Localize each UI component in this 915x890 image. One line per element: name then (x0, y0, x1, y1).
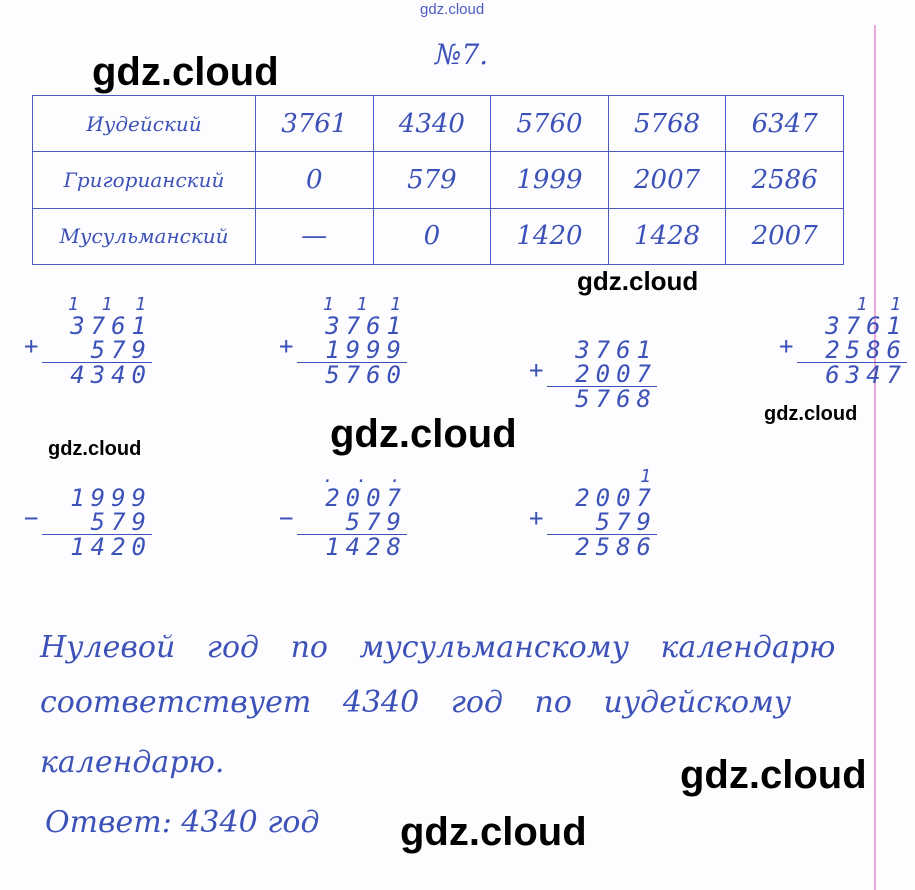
operator-sign: − (279, 504, 300, 532)
operator-sign: + (529, 356, 550, 384)
operator-sign: + (24, 332, 45, 360)
cell: 1999 (490, 151, 609, 209)
carry-digits: . . . (322, 466, 407, 487)
table-row: Мусульманский — 0 1420 1428 2007 (32, 207, 844, 266)
column-calculation: 1 +2007 579 2586 (529, 466, 657, 559)
cell: — (255, 207, 374, 266)
cell: 2007 (607, 151, 727, 209)
operator-sign: − (24, 504, 45, 532)
cell: 2586 (725, 151, 844, 209)
column-calculation: +3761 2007 5768 (529, 320, 657, 411)
carry-digits: 1 1 1 (67, 294, 152, 315)
cell: 579 (372, 151, 492, 209)
watermark: gdz.cloud (92, 50, 279, 94)
result: 2586 (547, 534, 657, 559)
result: 4340 (42, 362, 152, 387)
operand: 1999 (325, 336, 407, 364)
operator-sign: + (279, 332, 300, 360)
carry-digits: 1 (640, 466, 657, 487)
operand: 2007 (575, 360, 657, 388)
table-row: Иудейский 3761 4340 5760 5768 6347 (32, 94, 844, 153)
cell: 5768 (607, 94, 727, 153)
cell: 2007 (725, 207, 844, 266)
operand: 3761 (825, 312, 907, 340)
result: 5760 (297, 362, 407, 387)
operator-sign: + (529, 504, 550, 532)
cell: 4340 (372, 94, 492, 153)
operand: 579 (595, 508, 657, 536)
carry-digits: 1 1 1 (322, 294, 407, 315)
watermark: gdz.cloud (48, 438, 142, 460)
watermark: gdz.cloud (420, 1, 485, 18)
column-calculation: 1 1 +3761 2586 6347 (779, 294, 907, 387)
operand: 579 (90, 508, 152, 536)
cell: 1428 (607, 207, 727, 266)
carry-digits: 1 1 (856, 294, 907, 315)
margin-line (874, 25, 876, 890)
cell: 5760 (490, 94, 609, 153)
result: 1420 (42, 534, 152, 559)
text-line: Нулевой год по мусульманскому календарю (40, 630, 836, 665)
operand: 579 (90, 336, 152, 364)
cell: 0 (372, 207, 492, 266)
watermark: gdz.cloud (400, 810, 587, 854)
column-calculation: 1 1 1 +3761 1999 5760 (279, 294, 407, 387)
operand: 3761 (575, 336, 657, 364)
cell: 0 (255, 151, 374, 209)
operand: 2586 (825, 336, 907, 364)
watermark: gdz.cloud (764, 403, 858, 425)
result: 5768 (547, 386, 657, 411)
column-calculation: −1999 579 1420 (24, 468, 152, 559)
answer: Ответ: 4340 год (45, 805, 320, 840)
operand: 2007 (575, 484, 657, 512)
cell: 3761 (255, 94, 374, 153)
cell: 1420 (490, 207, 609, 266)
text-line: соответствует 4340 год по иудейскому (40, 685, 792, 720)
task-number: №7. (435, 38, 489, 71)
column-calculation: . . . −2007 579 1428 (279, 466, 407, 559)
row-label: Мусульманский (32, 207, 256, 266)
cell: 6347 (725, 94, 844, 153)
operand: 1999 (70, 484, 152, 512)
operand: 3761 (325, 312, 407, 340)
column-calculation: 1 1 1 +3761 579 4340 (24, 294, 152, 387)
operand: 3761 (70, 312, 152, 340)
watermark: gdz.cloud (577, 266, 699, 296)
result: 1428 (297, 534, 407, 559)
operator-sign: + (779, 332, 800, 360)
watermark: gdz.cloud (680, 753, 867, 797)
row-label: Иудейский (32, 94, 256, 153)
operand: 579 (345, 508, 407, 536)
table-row: Григорианский 0 579 1999 2007 2586 (32, 151, 844, 209)
text-line: календарю. (40, 745, 225, 780)
result: 6347 (797, 362, 907, 387)
watermark: gdz.cloud (330, 412, 517, 456)
row-label: Григорианский (32, 151, 256, 209)
operand: 2007 (325, 484, 407, 512)
calendar-table: Иудейский 3761 4340 5760 5768 6347 Григо… (32, 94, 844, 266)
